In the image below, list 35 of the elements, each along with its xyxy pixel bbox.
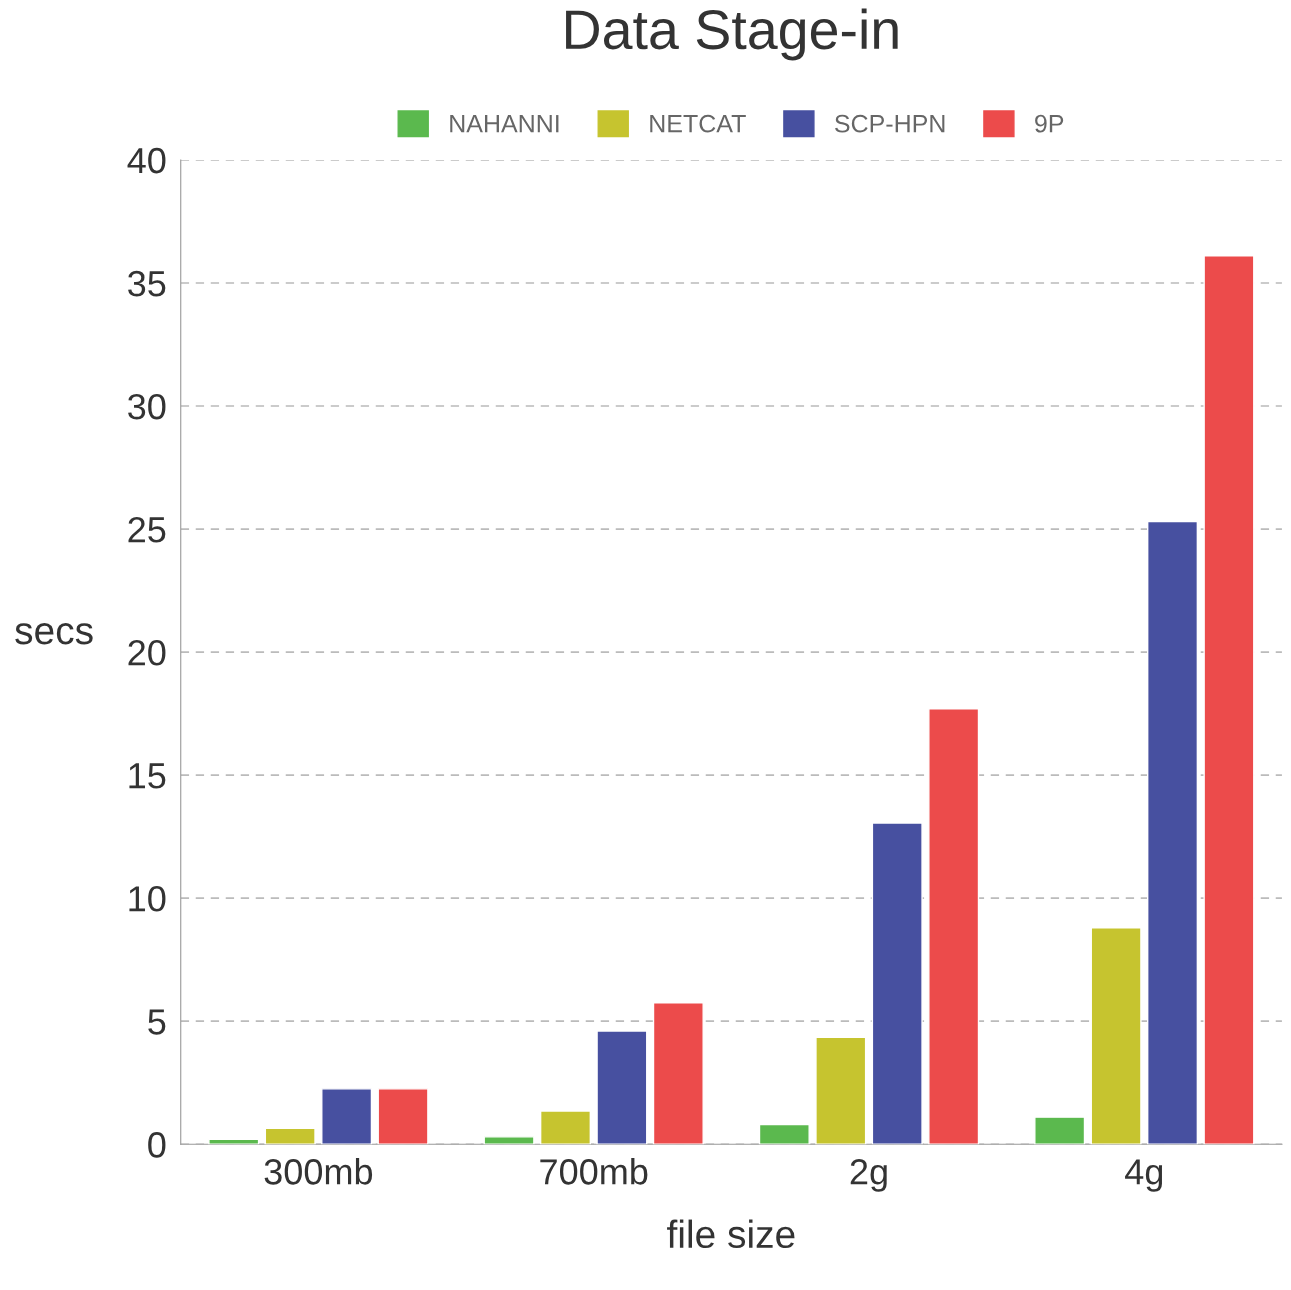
chart-title: Data Stage-in [566, 8, 898, 61]
legend-label: 9P [1035, 114, 1064, 133]
bar [377, 1088, 429, 1145]
bar [321, 1088, 373, 1145]
bar [1203, 255, 1255, 1145]
bar [652, 1002, 704, 1145]
bar [539, 1110, 592, 1145]
y-tick-label: 35 [128, 270, 166, 297]
bar [815, 1036, 867, 1145]
y-tick-label: 0 [148, 1132, 166, 1158]
bar [483, 1136, 535, 1145]
bar [758, 1123, 810, 1145]
bar [1147, 520, 1199, 1145]
x-tick-label: 2g [850, 1159, 887, 1192]
bar [928, 707, 980, 1145]
x-tick-label: 300mb [264, 1158, 373, 1185]
y-tick-label: 20 [128, 639, 166, 666]
bar [1090, 926, 1142, 1145]
y-tick-label: 5 [148, 1009, 166, 1035]
bar [1034, 1116, 1086, 1145]
legend-label: NAHANNI [450, 115, 559, 133]
y-tick-label: 15 [129, 763, 166, 789]
bar [871, 822, 923, 1145]
x-axis-title: file size [667, 1219, 795, 1249]
y-axis-title: secs [15, 623, 93, 645]
x-tick-label: 700mb [540, 1158, 648, 1185]
y-tick-label: 40 [127, 147, 166, 174]
y-tick-label: 25 [128, 516, 166, 543]
legend-label: SCP-HPN [835, 114, 945, 133]
y-tick-label: 30 [128, 393, 166, 420]
bar [264, 1127, 316, 1145]
legend-label: NETCAT [650, 114, 746, 133]
bar [596, 1030, 648, 1145]
x-tick-label: 4g [1125, 1159, 1163, 1192]
y-tick-label: 10 [129, 886, 166, 912]
